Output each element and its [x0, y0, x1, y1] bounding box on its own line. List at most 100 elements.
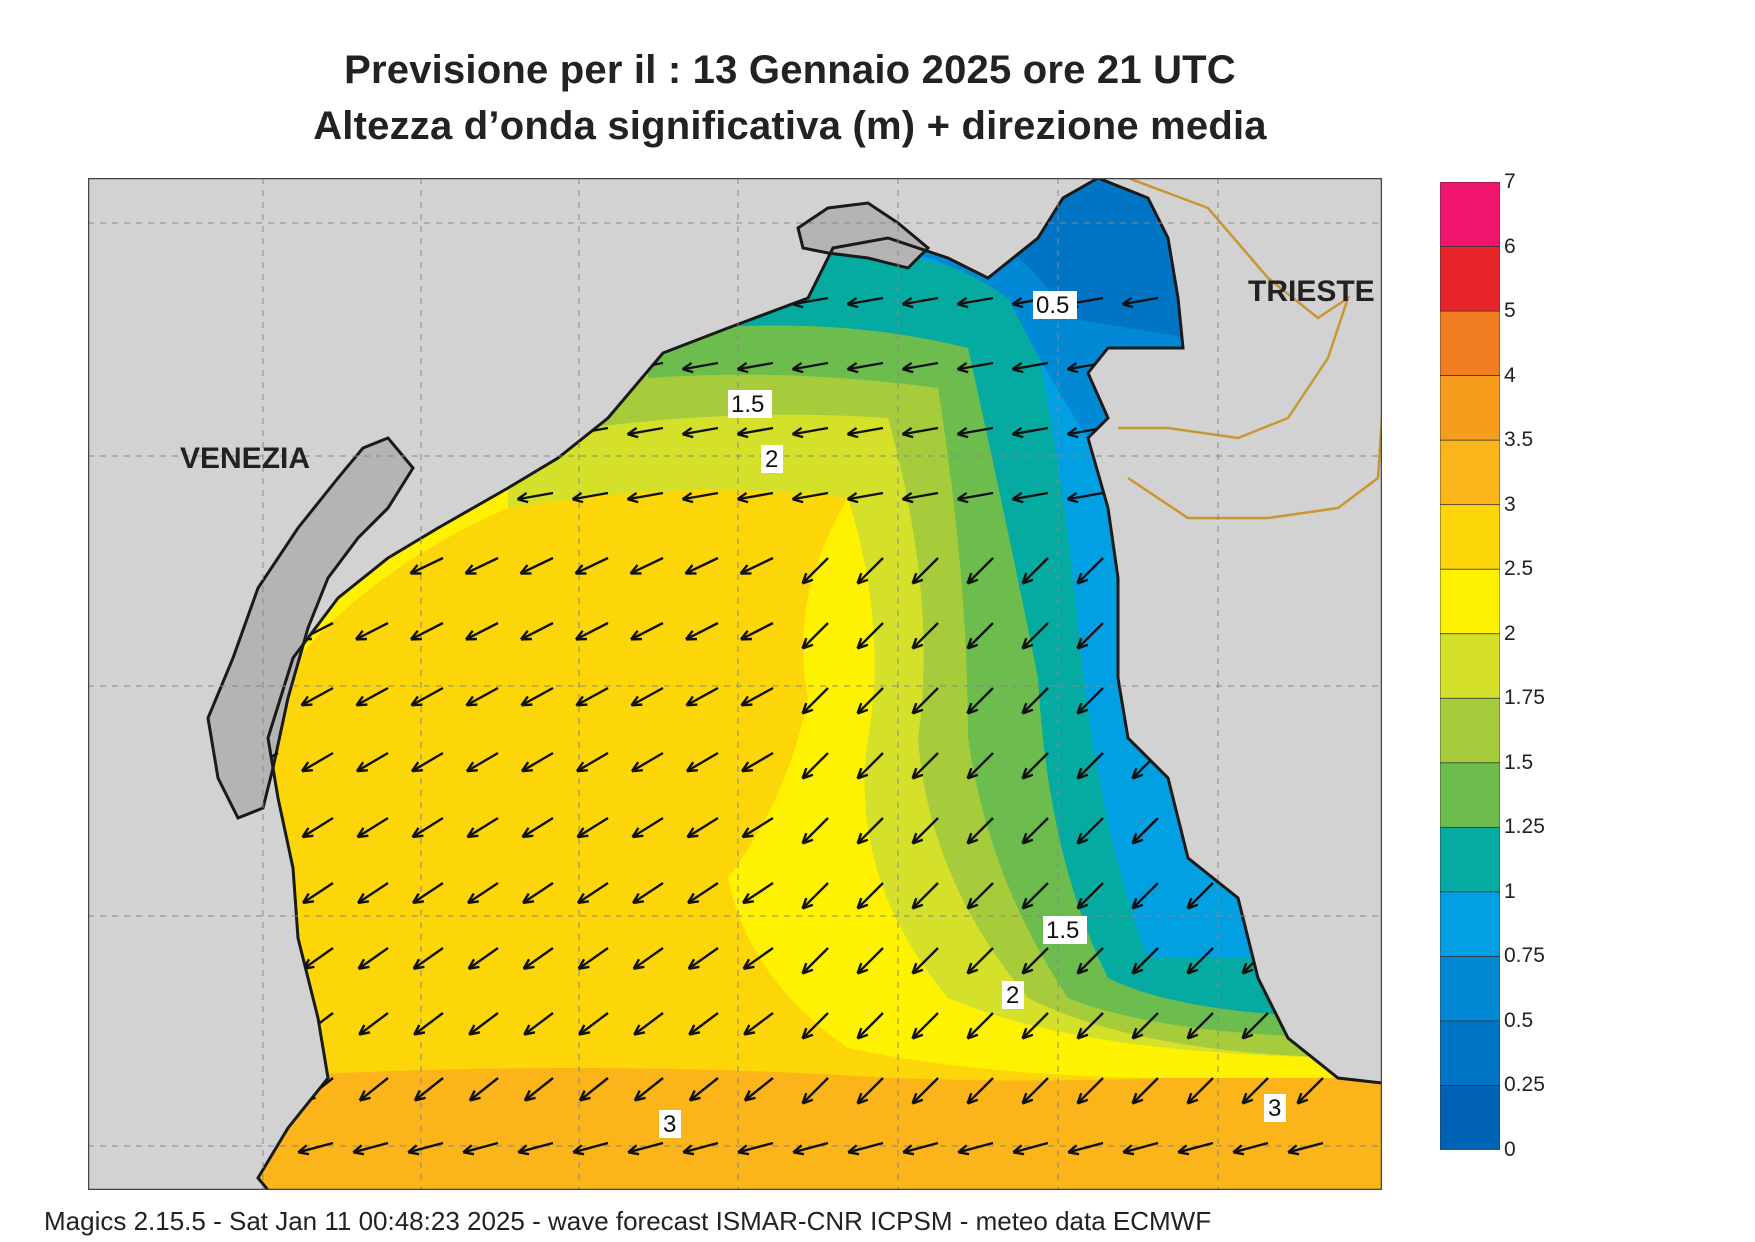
direction-arrow-head: [300, 761, 310, 772]
direction-arrow-head: [410, 695, 419, 707]
direction-arrow-head: [792, 433, 804, 439]
direction-arrow-head: [1066, 361, 1078, 371]
direction-arrow: [522, 882, 554, 904]
direction-arrow-head: [578, 1090, 586, 1101]
direction-arrow-head: [912, 643, 924, 650]
direction-arrow: [517, 491, 554, 501]
direction-arrow: [737, 1141, 774, 1154]
contour-label: 1.5: [731, 391, 764, 418]
color-scale-tick: 5: [1504, 299, 1516, 323]
direction-arrow-head: [956, 296, 968, 306]
direction-arrow-head: [1076, 962, 1083, 974]
direction-arrow-head: [1076, 702, 1083, 714]
direction-arrow-head: [466, 892, 475, 904]
direction-arrow: [302, 882, 334, 904]
direction-arrow-head: [576, 827, 585, 838]
direction-arrow-head: [1297, 1098, 1309, 1105]
direction-arrow-head: [967, 708, 979, 715]
direction-arrow-head: [1077, 578, 1089, 585]
direction-arrow-head: [523, 1024, 531, 1036]
direction-arrow-head: [742, 958, 751, 970]
direction-arrow-head: [902, 433, 914, 439]
direction-arrow-head: [1067, 498, 1079, 504]
direction-arrow-head: [966, 702, 973, 714]
direction-arrow: [524, 1077, 554, 1102]
direction-arrow-head: [1132, 1098, 1144, 1105]
direction-arrow-head: [627, 1144, 638, 1154]
direction-arrow-head: [523, 1031, 536, 1036]
direction-arrow: [902, 1141, 939, 1154]
direction-arrow-head: [1131, 767, 1138, 779]
direction-arrow-head: [856, 1092, 863, 1104]
direction-arrow: [522, 947, 554, 970]
direction-arrow-head: [685, 695, 694, 707]
direction-arrow-head: [1021, 1092, 1028, 1104]
color-scale-tick: 1.75: [1504, 686, 1545, 710]
direction-arrow-head: [686, 703, 698, 707]
direction-arrow: [1186, 947, 1214, 975]
forecast-title: Previsione per il : 13 Gennaio 2025 ore …: [344, 48, 1236, 92]
direction-arrow: [469, 1077, 499, 1102]
direction-arrow-head: [356, 768, 369, 773]
direction-arrow: [682, 426, 719, 436]
direction-arrow-head: [522, 958, 531, 970]
direction-arrow: [1076, 1012, 1104, 1040]
direction-arrow-head: [967, 903, 979, 910]
footer-credits: Magics 2.15.5 - Sat Jan 11 00:48:23 2025…: [44, 1206, 1212, 1236]
direction-arrow-head: [633, 1031, 646, 1036]
direction-arrow-head: [1077, 773, 1089, 780]
direction-arrow-head: [1011, 426, 1023, 436]
direction-arrow-head: [847, 433, 859, 439]
direction-arrow-head: [1077, 903, 1089, 910]
direction-arrow: [1131, 947, 1159, 975]
direction-arrow: [742, 882, 774, 904]
direction-arrow-head: [1187, 903, 1199, 910]
color-scale-tick: 0.25: [1504, 1073, 1545, 1097]
direction-arrow: [856, 1077, 884, 1105]
direction-arrow: [517, 1141, 554, 1154]
direction-arrow-head: [577, 834, 589, 839]
direction-arrow-head: [465, 695, 474, 707]
direction-arrow-head: [520, 761, 530, 772]
direction-arrow: [1296, 1077, 1324, 1105]
direction-arrow-head: [902, 1144, 913, 1154]
direction-arrow-head: [468, 1090, 476, 1101]
direction-arrow-head: [298, 1151, 310, 1156]
color-scale-tick: 3.5: [1504, 428, 1534, 452]
direction-arrow-head: [902, 498, 914, 504]
direction-arrow: [686, 751, 719, 773]
direction-arrow-head: [576, 892, 585, 904]
direction-arrow-head: [682, 498, 694, 504]
direction-arrow-head: [911, 572, 918, 584]
direction-arrow-head: [1241, 1027, 1248, 1039]
direction-arrow: [847, 1141, 884, 1154]
direction-arrow: [1241, 1077, 1269, 1105]
direction-arrow-head: [802, 1098, 814, 1105]
direction-arrow-head: [791, 426, 803, 436]
direction-arrow: [739, 556, 774, 575]
direction-arrow: [801, 622, 829, 650]
direction-arrow-head: [467, 900, 480, 905]
direction-arrow: [407, 1141, 444, 1154]
direction-arrow-head: [629, 564, 639, 575]
direction-arrow: [682, 361, 719, 371]
direction-arrow-head: [631, 768, 644, 773]
direction-arrow: [414, 1077, 444, 1102]
direction-arrow-head: [1131, 897, 1138, 909]
direction-arrow-head: [856, 962, 863, 974]
direction-arrow-head: [627, 498, 639, 504]
direction-arrow: [741, 816, 774, 839]
direction-arrow-head: [631, 892, 640, 904]
direction-arrow-head: [517, 498, 529, 504]
direction-arrow-head: [302, 900, 315, 905]
city-label-trieste: TRIESTE: [1248, 275, 1375, 308]
direction-arrow: [579, 1077, 609, 1102]
direction-arrow-head: [521, 827, 530, 838]
direction-arrow-head: [1187, 1098, 1199, 1105]
direction-arrow-head: [1012, 498, 1024, 504]
direction-arrow-head: [966, 767, 973, 779]
direction-arrow: [466, 816, 499, 839]
color-scale-tick: 0.5: [1504, 1008, 1534, 1032]
direction-arrow-head: [686, 892, 695, 904]
color-scale-swatch: [1440, 568, 1500, 635]
